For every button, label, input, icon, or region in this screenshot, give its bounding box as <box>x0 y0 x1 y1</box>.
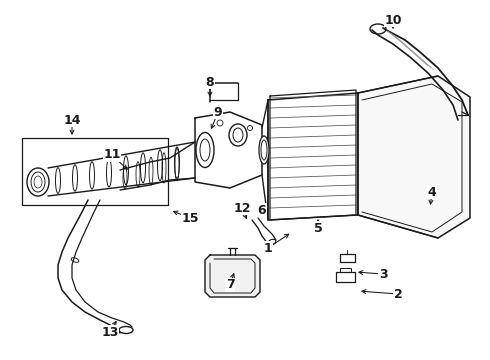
Text: 13: 13 <box>101 325 119 338</box>
Text: 7: 7 <box>225 279 234 292</box>
Text: 4: 4 <box>428 185 437 198</box>
Polygon shape <box>205 255 260 297</box>
Ellipse shape <box>196 132 214 167</box>
Text: 10: 10 <box>384 13 402 27</box>
Polygon shape <box>195 112 262 188</box>
Text: 11: 11 <box>103 148 121 162</box>
Ellipse shape <box>259 136 269 164</box>
Text: 1: 1 <box>264 242 272 255</box>
Text: 12: 12 <box>233 202 251 215</box>
Text: 15: 15 <box>181 211 199 225</box>
Text: 3: 3 <box>379 267 387 280</box>
Ellipse shape <box>229 124 247 146</box>
Polygon shape <box>268 93 358 220</box>
Polygon shape <box>358 76 470 238</box>
Ellipse shape <box>27 168 49 196</box>
Text: 6: 6 <box>258 203 266 216</box>
Text: 14: 14 <box>63 113 81 126</box>
Text: 2: 2 <box>393 288 402 301</box>
Text: 5: 5 <box>314 221 322 234</box>
Text: 9: 9 <box>214 105 222 118</box>
Text: 8: 8 <box>206 76 214 89</box>
